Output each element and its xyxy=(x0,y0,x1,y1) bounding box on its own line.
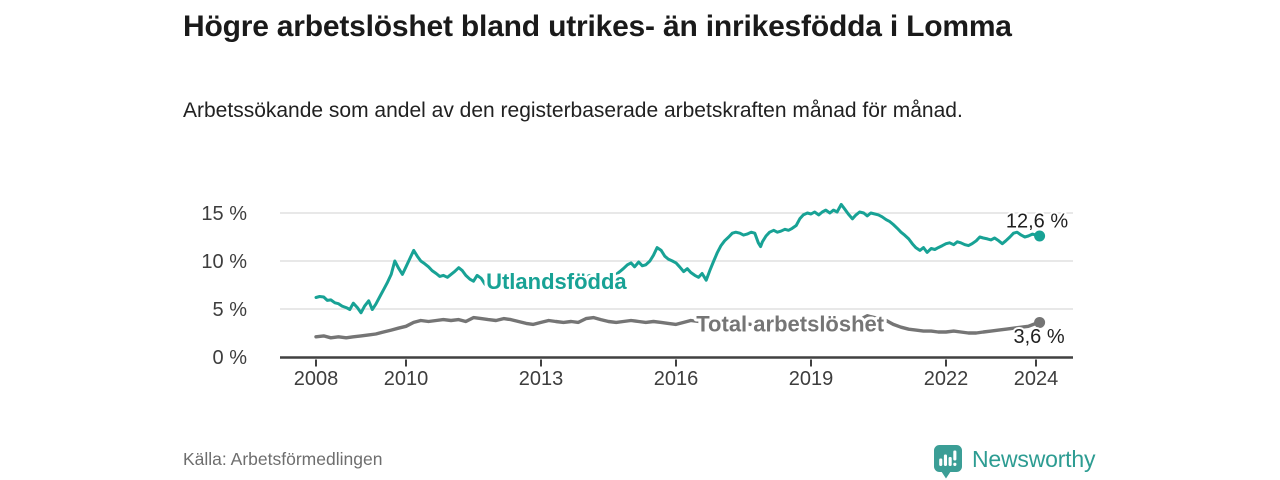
page-title: Högre arbetslöshet bland utrikes- än inr… xyxy=(183,10,1012,43)
source-attribution: Källa: Arbetsförmedlingen xyxy=(183,449,383,469)
newsworthy-logo-icon xyxy=(934,445,962,479)
y-tick-label: 15 % xyxy=(201,203,247,225)
series-end-dot-utlandsfodda xyxy=(1034,230,1046,242)
series-label-utlandsfodda: Utlandsfödda xyxy=(486,269,627,294)
page-subtitle: Arbetssökande som andel av den registerb… xyxy=(183,99,963,122)
logo-pin-shape xyxy=(934,445,962,479)
x-tick-label: 2016 xyxy=(654,368,699,390)
end-value-label-utlandsfodda: 12,6 % xyxy=(1006,211,1068,233)
series-end-dot-total xyxy=(1034,316,1046,328)
series-label-total: Total arbetslöshet xyxy=(696,311,885,336)
x-tick-label: 2024 xyxy=(1014,368,1059,390)
logo-bar-chart-glyph xyxy=(939,450,957,466)
y-tick-label: 5 % xyxy=(213,299,248,321)
x-tick-label: 2022 xyxy=(924,368,969,390)
x-tick-label: 2010 xyxy=(384,368,429,390)
series-line-total xyxy=(314,314,1042,340)
end-value-label-total: 3,6 % xyxy=(1014,326,1065,348)
x-tick-label: 2019 xyxy=(789,368,834,390)
newsworthy-brand: Newsworthy xyxy=(933,444,1095,480)
newsworthy-brand-text: Newsworthy xyxy=(972,446,1096,472)
x-tick-label: 2013 xyxy=(519,368,564,390)
y-tick-label: 10 % xyxy=(201,251,247,273)
x-tick-label: 2008 xyxy=(294,368,339,390)
y-tick-label: 0 % xyxy=(213,347,248,369)
series-line-utlandsfodda xyxy=(314,202,1042,315)
